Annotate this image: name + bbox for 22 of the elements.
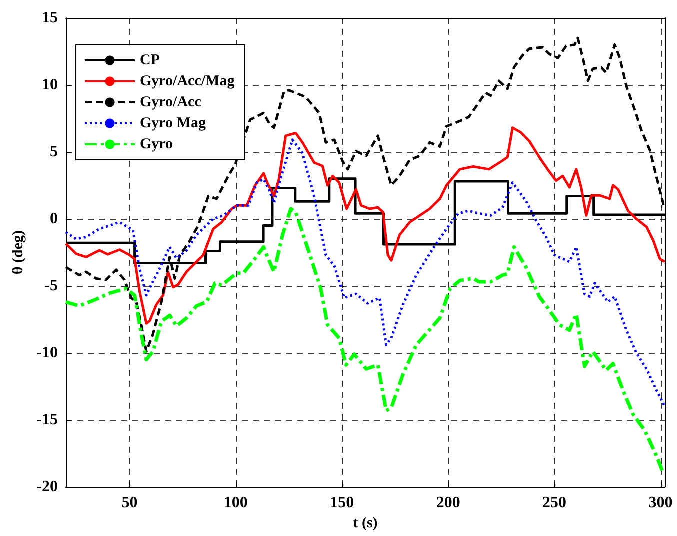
legend-label: Gyro/Acc/Mag [140, 74, 236, 90]
x-axis-title: t (s) [353, 516, 378, 532]
legend-label: CP [140, 52, 160, 68]
y-axis-title: θ (deg) [10, 230, 26, 275]
legend-label: Gyro [140, 136, 174, 152]
x-tick-label: 300 [648, 494, 673, 512]
x-tick-label: 200 [436, 494, 460, 512]
y-tick-label: 5 [50, 144, 58, 161]
y-tick-label: -5 [44, 278, 58, 295]
y-tick-label: 15 [42, 10, 58, 26]
y-tick-label: 10 [42, 76, 58, 94]
legend-label: Gyro/Acc [140, 94, 202, 110]
y-tick-label: 0 [50, 210, 58, 228]
y-tick-label: -20 [36, 478, 58, 496]
x-tick-label: 250 [542, 494, 567, 512]
x-tick-label: 100 [224, 494, 248, 512]
y-tick-label: -15 [36, 412, 58, 429]
legend-label: Gyro Mag [140, 116, 206, 132]
y-tick-label: -10 [36, 344, 58, 362]
x-tick-label: 50 [122, 494, 138, 512]
x-tick-label: 150 [330, 494, 354, 512]
line-series [64, 138, 666, 408]
